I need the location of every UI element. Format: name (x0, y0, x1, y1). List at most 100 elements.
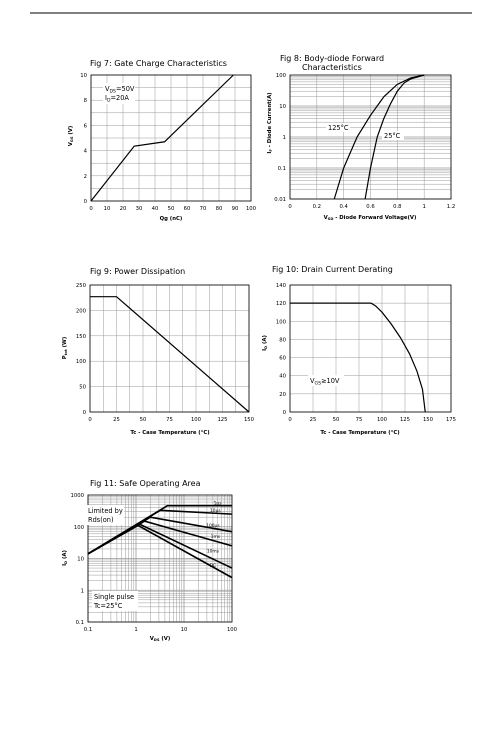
fig10-title: Fig 10: Drain Current Derating (272, 265, 393, 274)
f8-y-tick-label: 1 (283, 135, 286, 141)
fig10-gridlines (289, 284, 452, 413)
fig7-gate-charge-chart: Fig 7: Gate Charge Characteristics 0 10 20… (68, 59, 257, 222)
f10-y-tick-label: 80 (279, 337, 286, 343)
f8-x-tick-label: 0.8 (393, 204, 402, 210)
f11-y-tick-label: 1 (81, 588, 84, 594)
f10-x-tick-label: 0 (288, 417, 292, 423)
fig7-annotation-box (103, 83, 135, 104)
f7-y-tick-label: 6 (84, 123, 88, 129)
f8-y-tick-label: 100 (276, 73, 287, 79)
f7-x-tick-label: 70 (200, 206, 207, 212)
f9-y-tick-label: 100 (76, 359, 87, 365)
f11-y-tick-label: 0.1 (76, 620, 84, 626)
f7-y-tick-label: 8 (84, 98, 88, 104)
f10-x-tick-label: 175 (446, 417, 456, 423)
f11-curve-label: 1μs (214, 501, 223, 507)
f10-y-tick-label: 60 (279, 356, 286, 362)
f10-y-tick-label: 140 (276, 283, 287, 289)
fig7-y-axis-label: VGS (V) (68, 126, 74, 147)
f7-x-tick-label: 50 (168, 206, 175, 212)
fig8-y-tick-labels: 0.01 0.1 1 10 100 (274, 73, 286, 203)
f7-x-tick-label: 60 (184, 206, 191, 212)
fig9-y-axis-label: Ptot (W) (62, 337, 68, 359)
fig11-plot-frame (87, 494, 233, 623)
fig8-y-axis-label: IF - Diode Current(A) (267, 92, 273, 153)
fig11-limited-box (86, 505, 124, 525)
fig8-x-axis-label: VSD - Diode Forward Voltage(V) (324, 215, 417, 221)
fig8-gridlines (289, 75, 452, 200)
fig11-pulse-box (92, 591, 138, 611)
f9-y-tick-label: 50 (79, 385, 86, 391)
f10-x-tick-label: 25 (310, 417, 317, 423)
fig9-gridlines (89, 284, 250, 413)
f9-y-tick-label: 250 (76, 283, 87, 289)
fig11-x-axis-label: VDS (V) (150, 636, 171, 642)
f7-x-tick-label: 90 (232, 206, 239, 212)
f7-x-tick-label: 30 (136, 206, 143, 212)
f10-x-tick-label: 50 (333, 417, 340, 423)
f7-y-tick-label: 2 (84, 174, 87, 180)
fig11-single-pulse-label: Single pulse (94, 593, 134, 601)
f10-x-tick-label: 100 (377, 417, 388, 423)
fig7-annotation-id: ID=20A (105, 94, 129, 103)
f11-y-tick-label: 100 (74, 525, 85, 531)
fig9-title: Fig 9: Power Dissipation (90, 267, 185, 276)
f11-curve-label: DC (210, 563, 216, 569)
fig10-x-tick-labels: 0 25 50 75 100 125 150 175 (288, 417, 456, 423)
fig11-limited-label: Limited by (88, 507, 123, 515)
f11-x-tick-label: 10 (181, 627, 188, 633)
f8-x-tick-label: 0.6 (366, 204, 375, 210)
f7-y-tick-label: 4 (84, 149, 88, 155)
fig10-x-axis-label: Tc - Case Temperature (°C) (320, 430, 399, 436)
f11-y-tick-label: 10 (77, 557, 84, 563)
fig7-gate-charge-series (90, 74, 234, 202)
fig10-y-tick-labels: 0 20 40 60 80 100 120 140 (276, 283, 287, 416)
fig10-plot-frame (289, 284, 452, 413)
f9-x-tick-label: 50 (140, 417, 147, 423)
f9-x-tick-label: 150 (244, 417, 255, 423)
f11-curve-label: 10μs (210, 508, 221, 514)
fig10-y-axis-label: ID (A) (262, 335, 268, 351)
fig10-drain-current-series (290, 302, 426, 413)
f10-y-tick-label: 100 (276, 319, 287, 325)
fig11-safe-operating-area-chart: Fig 11: Safe Operating Area 0.1 1 10 100 0.… (62, 479, 238, 642)
f7-x-tick-label: 0 (89, 206, 93, 212)
fig7-annotation-vds: VDS=50V (105, 85, 135, 94)
fig11-y-tick-labels: 0.1 1 10 100 1000 (71, 493, 85, 626)
f11-curve-label: 10ms (207, 549, 220, 555)
fig11-series-dc (87, 524, 233, 579)
fig7-x-tick-labels: 0 10 20 30 40 50 60 70 80 90 100 (89, 206, 256, 212)
fig8-title: Fig 8: Body-diode Forward (280, 54, 384, 63)
fig8-125c-label-box (326, 123, 350, 132)
fig8-25c-label: 25°C (384, 132, 401, 140)
f7-x-tick-label: 80 (216, 206, 223, 212)
f11-x-tick-label: 1 (134, 627, 137, 633)
f10-y-tick-label: 20 (279, 392, 286, 398)
f8-y-tick-label: 0.01 (274, 197, 286, 203)
f9-x-tick-label: 75 (166, 417, 173, 423)
f8-y-tick-label: 10 (279, 104, 286, 110)
f10-x-tick-label: 125 (400, 417, 410, 423)
fig8-25c-label-box (382, 131, 404, 140)
f9-y-tick-label: 150 (76, 334, 87, 340)
f8-x-tick-label: 0.2 (313, 204, 321, 210)
fig8-title-line2: Characteristics (302, 63, 362, 72)
f7-x-tick-label: 20 (120, 206, 127, 212)
f9-x-tick-label: 100 (191, 417, 202, 423)
f11-y-tick-label: 1000 (71, 493, 85, 499)
f11-x-tick-label: 0.1 (84, 627, 92, 633)
f7-y-tick-label: 0 (84, 199, 88, 205)
fig7-y-tick-labels: 0 2 4 6 8 10 (80, 73, 87, 205)
f11-x-tick-label: 100 (227, 627, 238, 633)
fig9-x-tick-labels: 0 25 50 75 100 125 150 (88, 417, 254, 423)
f11-curve-label: 1ms (211, 534, 221, 540)
fig8-body-diode-chart: Fig 8: Body-diode Forward Characteristic… (267, 54, 455, 221)
f8-x-tick-label: 1.2 (447, 204, 455, 210)
f7-x-tick-label: 10 (104, 206, 111, 212)
fig7-plot-frame (90, 74, 252, 202)
fig7-x-axis-label: Qg (nC) (160, 216, 183, 222)
fig9-power-series (90, 296, 250, 413)
fig10-drain-current-derating-chart: Fig 10: Drain Current Derating 0 25 50 75 10… (262, 265, 456, 436)
f7-y-tick-label: 10 (80, 73, 87, 79)
